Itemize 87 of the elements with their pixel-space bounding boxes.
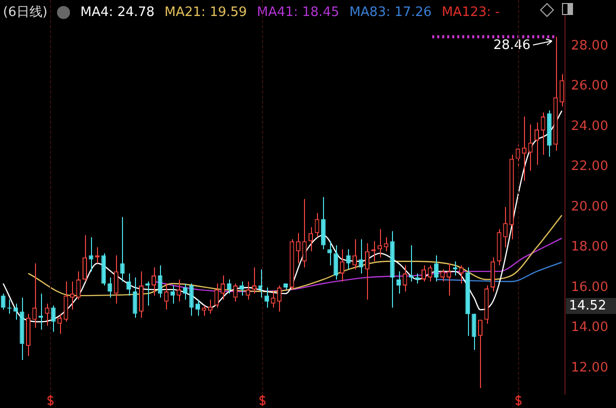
candlestick	[0, 293, 6, 310]
candlestick	[364, 242, 370, 300]
text: 14.52	[569, 298, 606, 314]
candlestick	[522, 116, 526, 182]
candlestick	[352, 238, 357, 270]
y-tick-label: 12.00	[571, 360, 608, 376]
candlestick	[378, 228, 382, 258]
candlestick	[82, 234, 88, 282]
text: MA21: 19.59	[164, 4, 247, 20]
candlestick	[296, 232, 300, 264]
candlestick	[202, 305, 206, 316]
text: MA83: 17.26	[349, 4, 432, 20]
candlestick	[57, 313, 62, 334]
line-series	[2, 110, 562, 322]
candlestick	[233, 283, 238, 302]
candlestick	[503, 206, 508, 248]
candlestick	[428, 264, 432, 282]
candlestick	[270, 291, 276, 308]
candlestick	[182, 283, 188, 300]
candlestick	[421, 264, 426, 282]
candlestick	[308, 226, 314, 252]
candlestick	[478, 319, 483, 389]
candlestick	[114, 254, 118, 304]
candlestick	[314, 212, 320, 238]
candlestick	[396, 270, 401, 294]
candlestick	[164, 283, 169, 310]
candlestick	[214, 283, 219, 308]
candlestick	[132, 276, 138, 318]
candlestick	[334, 244, 338, 280]
candlestick	[226, 278, 232, 294]
candlestick	[239, 280, 244, 296]
y-tick-label: 26.00	[571, 78, 608, 94]
candlestick	[32, 262, 37, 328]
candlestick	[440, 268, 445, 282]
candlestick	[158, 264, 162, 298]
candlestick	[108, 276, 112, 298]
candlestick	[126, 272, 131, 296]
annotation: 28.46	[493, 38, 531, 54]
candlestick	[252, 266, 257, 294]
candlestick	[120, 216, 125, 282]
candlestick	[264, 287, 270, 308]
candlestick	[170, 285, 175, 304]
candlestick	[277, 285, 282, 312]
y-tick-label: 24.00	[571, 118, 608, 134]
candlestick	[51, 305, 56, 332]
candlestick	[528, 124, 533, 172]
candlestick	[346, 248, 351, 270]
candlestick	[459, 264, 464, 284]
candlestick	[327, 240, 332, 266]
candlestick	[176, 278, 182, 302]
candlestick	[446, 262, 452, 296]
candlestick	[384, 236, 388, 252]
candlestick	[195, 299, 200, 316]
text: MA41: 18.45	[256, 4, 340, 20]
candlestick	[70, 280, 74, 310]
y-tick-label: 18.00	[571, 240, 608, 255]
candlestick	[402, 264, 408, 292]
candlestick	[246, 280, 250, 300]
candlestick	[44, 303, 50, 326]
y-tick-label: 20.00	[571, 199, 608, 214]
annotation: MA123: -	[442, 4, 500, 20]
candlestick	[540, 112, 546, 156]
text: MA4: 24.78	[80, 4, 155, 20]
candlestick	[358, 238, 364, 274]
line-series	[28, 214, 562, 296]
candlestick	[258, 268, 263, 298]
candlestick	[534, 122, 540, 166]
candlestick	[434, 254, 439, 282]
candlestick	[208, 299, 213, 314]
candlestick	[189, 283, 194, 316]
y-tick-label: 16.00	[571, 280, 608, 295]
y-tick-label: 28.00	[571, 38, 608, 54]
candlestick	[472, 313, 476, 350]
candlestick	[64, 280, 68, 322]
line-series	[153, 238, 562, 292]
candlestick	[340, 248, 344, 282]
y-tick-label: 22.00	[571, 159, 608, 174]
candlestick	[76, 270, 81, 300]
y-tick-label: 14.00	[571, 320, 608, 336]
line-series	[436, 262, 562, 282]
candlestick	[220, 274, 226, 300]
candlestick	[560, 74, 564, 107]
chart-title: (6日线)	[3, 4, 48, 21]
candlestick	[88, 236, 94, 272]
candlestick	[13, 303, 18, 320]
candlestick	[152, 266, 156, 296]
candlestick	[302, 198, 307, 268]
